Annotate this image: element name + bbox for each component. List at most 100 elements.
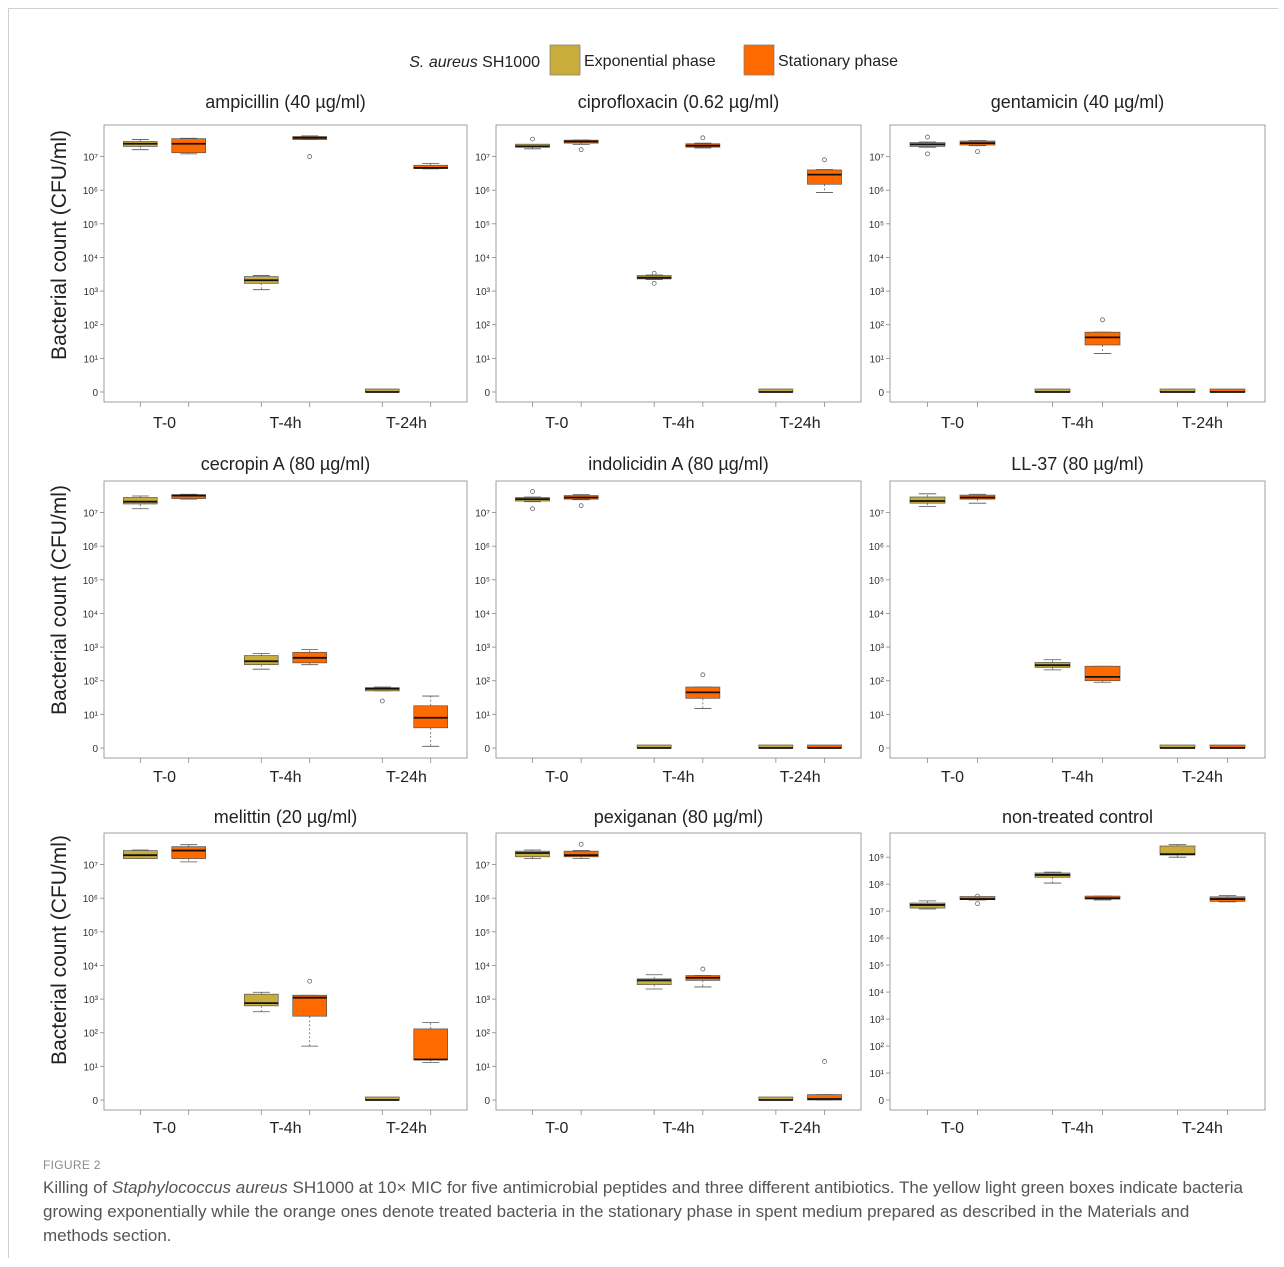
- box-stationary: [685, 135, 721, 149]
- y-tick-label: 10⁵: [83, 576, 98, 587]
- box-stationary: [959, 140, 996, 155]
- x-tick-label: T-0: [941, 769, 964, 786]
- box-stationary: [292, 978, 327, 1047]
- y-tick-label: 10⁶: [475, 542, 490, 553]
- caption-text: Killing of Staphylococcus aureus SH1000 …: [43, 1178, 1243, 1245]
- figure-frame-left: [8, 8, 9, 1258]
- outlier-point: [975, 893, 980, 899]
- y-tick-label: 10⁵: [83, 928, 98, 939]
- panel-title: melittin (20 µg/ml): [214, 807, 357, 827]
- y-tick-label: 10⁷: [869, 907, 884, 918]
- outlier-point: [379, 698, 385, 704]
- x-tick-label: T-0: [545, 415, 568, 432]
- plot-frame: [889, 832, 1266, 1111]
- x-tick-label: T-24h: [1182, 1120, 1223, 1137]
- box-stationary: [1209, 388, 1246, 393]
- y-tick-label: 10⁶: [475, 894, 490, 905]
- y-tick-label: 0: [484, 1096, 490, 1107]
- x-tick-label: T-0: [153, 769, 176, 786]
- plot-frame: [889, 124, 1266, 403]
- box-exponential: [636, 974, 672, 990]
- box-exponential: [123, 849, 158, 860]
- box-iqr: [807, 169, 842, 185]
- y-tick-label: 10⁴: [83, 961, 98, 972]
- y-tick-label: 10⁴: [83, 253, 98, 264]
- panels: ampicillin (40 µg/ml) 0 10¹ 10² 10³ 10⁴ 10⁵ 10⁶…: [83, 92, 1266, 1137]
- y-tick-label: 10³: [476, 287, 491, 298]
- x-tick-label: T-4h: [662, 415, 694, 432]
- y-tick-label: 0: [92, 388, 98, 399]
- y-tick-label: 10⁴: [83, 609, 98, 620]
- outlier-point: [307, 154, 313, 159]
- outlier-point: [700, 966, 706, 972]
- box-iqr: [636, 978, 672, 985]
- y-tick-label: 10⁶: [869, 186, 884, 197]
- box-stationary: [292, 135, 327, 159]
- y-tick-label: 0: [92, 1096, 98, 1107]
- x-tick-label: T-4h: [269, 769, 301, 786]
- y-tick-label: 10³: [870, 643, 885, 654]
- y-tick-label: 10⁷: [83, 861, 98, 872]
- y-tick-label: 10¹: [476, 1062, 491, 1073]
- box-stationary: [563, 494, 599, 509]
- y-tick-label: 10⁶: [869, 542, 884, 553]
- y-tick-label: 10²: [870, 1042, 885, 1053]
- box-stationary: [807, 1059, 842, 1101]
- legend-swatch-stationary: [743, 44, 775, 76]
- plot-frame: [103, 124, 468, 403]
- y-tick-label: 10⁵: [475, 220, 490, 231]
- box-iqr: [244, 655, 279, 666]
- outlier-point: [651, 270, 657, 276]
- box-stationary: [959, 493, 996, 504]
- y-tick-label: 10²: [476, 1029, 491, 1040]
- box-stationary: [807, 744, 842, 749]
- y-tick-label: 10³: [476, 995, 491, 1006]
- y-tick-label: 10⁵: [869, 220, 884, 231]
- y-tick-label: 10³: [870, 1015, 885, 1026]
- outlier-point: [925, 151, 930, 157]
- plot-frame: [103, 480, 468, 759]
- chart-panel: non-treated control 0 10¹ 10² 10³ 10⁴ 10⁵ 10⁶ 10…: [869, 807, 1266, 1137]
- y-tick-label: 10⁹: [869, 853, 884, 864]
- legend-strain: S. aureus SH1000: [409, 54, 540, 71]
- y-tick-label: 10¹: [84, 354, 99, 365]
- y-tick-label: 0: [484, 744, 490, 755]
- outlier-point: [975, 149, 980, 155]
- x-tick-label: T-24h: [1182, 415, 1223, 432]
- outlier-point: [975, 901, 980, 907]
- y-tick-label: 10⁶: [83, 542, 98, 553]
- box-exponential: [365, 1096, 400, 1101]
- box-exponential: [515, 849, 550, 860]
- figure-frame-top: [8, 8, 1278, 9]
- x-tick-label: T-0: [941, 1120, 964, 1137]
- y-axis-label-row-2: Bacterial count (CFU/ml): [48, 485, 71, 715]
- y-tick-label: 0: [484, 388, 490, 399]
- panel-title: gentamicin (40 µg/ml): [991, 92, 1164, 112]
- x-tick-label: T-0: [545, 769, 568, 786]
- box-exponential: [758, 388, 794, 393]
- box-stationary: [171, 137, 206, 155]
- figure-chart-grid: S. aureus SH1000 Exponential phase Stati…: [48, 44, 1266, 1137]
- plot-frame: [495, 480, 862, 759]
- y-tick-label: 10⁵: [475, 928, 490, 939]
- y-tick-label: 10³: [84, 287, 99, 298]
- chart-panel: indolicidin A (80 µg/ml) 0 10¹ 10² 10³ 10⁴ 10⁵…: [475, 454, 862, 786]
- y-tick-label: 10⁶: [83, 894, 98, 905]
- y-tick-label: 10¹: [84, 1062, 99, 1073]
- y-tick-label: 10⁷: [475, 509, 490, 520]
- box-exponential: [365, 388, 400, 393]
- y-tick-label: 10⁶: [475, 186, 490, 197]
- box-iqr: [292, 994, 327, 1017]
- y-tick-label: 10¹: [870, 1069, 885, 1080]
- outlier-point: [530, 489, 535, 494]
- y-tick-label: 10⁴: [869, 988, 884, 999]
- box-iqr: [1159, 845, 1196, 856]
- box-exponential: [636, 270, 672, 286]
- outlier-point: [578, 147, 584, 153]
- box-exponential: [123, 139, 158, 151]
- box-stationary: [685, 672, 721, 709]
- outlier-point: [578, 503, 584, 509]
- y-tick-label: 0: [92, 744, 98, 755]
- y-tick-label: 10³: [84, 995, 99, 1006]
- box-iqr: [807, 1094, 842, 1101]
